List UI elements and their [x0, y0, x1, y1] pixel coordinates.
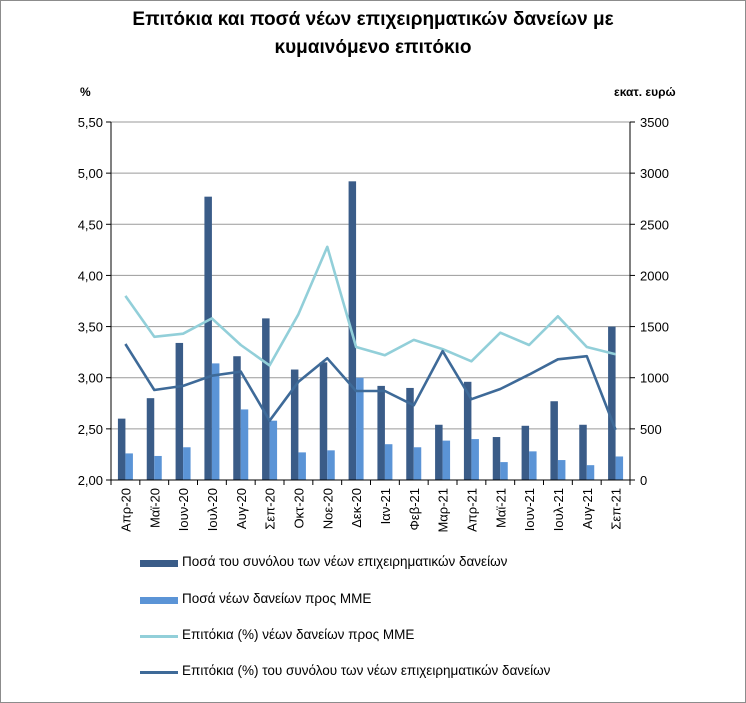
- line-total-rate: [124, 343, 617, 431]
- legend-swatch-sme-rate: [140, 635, 178, 638]
- left-tick-label: 5,00: [78, 166, 103, 181]
- bar-sme-amount: [442, 440, 451, 480]
- bar-total-amount: [204, 196, 212, 480]
- right-tick-label: 3500: [640, 115, 669, 130]
- category-label: Μαρ-21: [436, 488, 451, 533]
- line-sme-rate: [124, 245, 616, 367]
- category-label: Αυγ-21: [580, 488, 595, 529]
- right-tick-label: 0: [640, 473, 647, 488]
- bar-total-amount: [406, 387, 414, 480]
- bar-sme-amount: [327, 450, 335, 480]
- category-label: Φεβ-21: [407, 488, 422, 530]
- left-tick-label: 2,00: [78, 473, 103, 488]
- bar-total-amount: [377, 385, 385, 480]
- bar-total-amount: [175, 342, 184, 480]
- category-label: Ιουλ-21: [551, 488, 566, 531]
- category-label: Μαϊ-21: [493, 488, 508, 528]
- legend-item-sme-amount: Ποσά νέων δανείων προς ΜΜΕ: [140, 590, 700, 610]
- right-tick-label: 1000: [640, 371, 669, 386]
- category-label: Οκτ-20: [291, 488, 306, 529]
- bar-sme-amount: [500, 462, 508, 480]
- bar-total-amount: [579, 424, 587, 480]
- bar-sme-amount: [269, 420, 278, 480]
- bar-total-amount: [608, 326, 616, 480]
- left-tick-label: 3,00: [78, 371, 103, 386]
- category-label: Σεπ-20: [263, 488, 278, 530]
- bar-sme-amount: [298, 452, 306, 480]
- left-tick-label: 4,00: [78, 268, 103, 283]
- legend-item-sme-rate: Επιτόκια (%) νέων δανείων προς ΜΜΕ: [140, 626, 700, 646]
- legend-item-total-rate: Επιτόκια (%) του συνόλου των νέων επιχει…: [140, 662, 700, 682]
- category-label: Σεπ-21: [609, 488, 624, 530]
- right-tick-label: 1500: [640, 320, 669, 335]
- chart-title-line-2: κυμαινόμενο επιτόκιο: [274, 37, 472, 58]
- bar-total-amount: [492, 437, 501, 480]
- bar-sme-amount: [586, 465, 595, 480]
- bar-sme-amount: [384, 444, 393, 480]
- chart-title: Επιτόκια και ποσά νέων επιχειρηματικών δ…: [0, 6, 746, 62]
- legend-swatch-total-rate: [140, 671, 178, 674]
- bar-total-amount: [463, 381, 472, 480]
- bar-total-amount: [290, 369, 299, 480]
- bar-total-amount: [521, 425, 530, 480]
- bar-total-amount: [435, 424, 443, 480]
- category-label: Δεκ-20: [349, 488, 364, 528]
- category-label: Απρ-21: [464, 488, 479, 532]
- left-tick-label: 3,50: [78, 320, 103, 335]
- bar-total-amount: [117, 418, 126, 480]
- category-label: Αυγ-20: [234, 488, 249, 529]
- bar-sme-amount: [615, 456, 624, 480]
- legend-label-sme-rate: Επιτόκια (%) νέων δανείων προς ΜΜΕ: [182, 627, 415, 642]
- category-label: Νοε-20: [320, 488, 335, 529]
- left-axis-unit: %: [80, 85, 91, 99]
- category-label: Ιουλ-20: [205, 488, 220, 531]
- legend-label-sme-amount: Ποσά νέων δανείων προς ΜΜΕ: [182, 591, 372, 606]
- category-label: Απρ-20: [118, 488, 133, 532]
- bar-total-amount: [319, 362, 328, 480]
- category-label: Μαϊ-20: [147, 488, 162, 528]
- bar-sme-amount: [356, 377, 364, 480]
- left-tick-label: 2,50: [78, 422, 103, 437]
- right-tick-label: 3000: [640, 166, 669, 181]
- legend-swatch-sme-amount: [140, 597, 178, 604]
- bar-sme-amount: [557, 460, 566, 480]
- legend-swatch-total-amount: [140, 560, 178, 567]
- right-tick-label: 2500: [640, 217, 669, 232]
- right-tick-label: 2000: [640, 268, 669, 283]
- legend-item-total-amount: Ποσά του συνόλου των νέων επιχειρηματικώ…: [140, 553, 700, 573]
- category-label: Ιουν-20: [176, 488, 191, 531]
- right-axis-unit: εκατ. ευρώ: [614, 85, 676, 99]
- bar-sme-amount: [413, 447, 422, 480]
- bar-sme-amount: [471, 439, 479, 480]
- legend-label-total-rate: Επιτόκια (%) του συνόλου των νέων επιχει…: [182, 663, 551, 678]
- bar-sme-amount: [154, 455, 162, 480]
- bar-sme-amount: [529, 451, 537, 480]
- left-tick-label: 5,50: [78, 115, 103, 130]
- bar-total-amount: [262, 318, 270, 480]
- bar-total-amount: [550, 401, 558, 480]
- left-tick-label: 4,50: [78, 217, 103, 232]
- right-tick-label: 500: [640, 422, 662, 437]
- bar-sme-amount: [183, 447, 191, 480]
- chart-title-line-1: Επιτόκια και ποσά νέων επιχειρηματικών δ…: [132, 9, 614, 30]
- category-label: Ιουν-21: [522, 488, 537, 531]
- bar-sme-amount: [240, 409, 249, 480]
- bar-sme-amount: [125, 453, 133, 480]
- bar-total-amount: [233, 356, 241, 480]
- category-label: Ιαν-21: [378, 488, 393, 524]
- legend-label-total-amount: Ποσά του συνόλου των νέων επιχειρηματικώ…: [182, 554, 508, 569]
- bar-sme-amount: [211, 363, 220, 480]
- bar-total-amount: [146, 398, 155, 480]
